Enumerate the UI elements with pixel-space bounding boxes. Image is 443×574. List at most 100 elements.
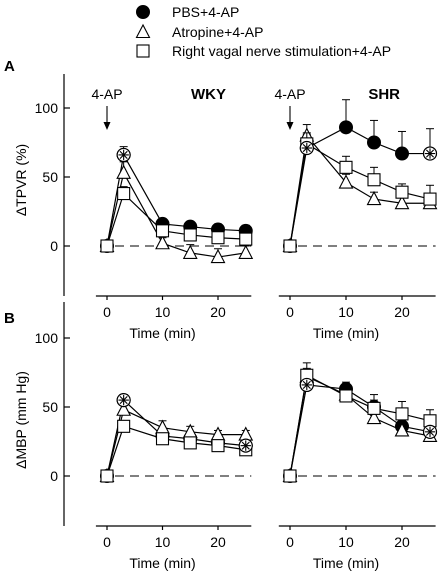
panel-a-shr-annotation-label: 4-AP <box>274 86 305 102</box>
vagal-legend-marker <box>136 44 150 58</box>
panel-a-wky-x-tick-label: 0 <box>103 304 111 320</box>
panel-b-shr-x-label: Time (min) <box>313 555 379 571</box>
panel-b-shr-vagal-point <box>395 407 409 421</box>
panel-a-shr-atropine-point <box>394 195 410 210</box>
panel-a-wky-vagal-point <box>100 239 114 253</box>
panel-a-wky-x-tick-label: 10 <box>155 304 171 320</box>
panel-a-shr-plot: 0 10 20 Time (min) SHR 4-AP <box>274 86 438 341</box>
panel-b-wky-vagal-point <box>155 432 170 446</box>
panel-b-shr-significance-star <box>422 424 438 439</box>
pbs-legend-marker <box>136 5 150 19</box>
panel-b-shr-vagal-point <box>367 401 381 415</box>
legend-item-vagal: Right vagal nerve stimulation+4-AP <box>136 43 391 59</box>
panel-b-wky-x-tick-label: 20 <box>210 534 226 550</box>
panel-a-wky-series-vagal <box>100 186 253 253</box>
panel-a-wky-vagal-point <box>183 228 197 242</box>
panel-b-shr-significance-star <box>299 377 314 393</box>
panel-a-wky-atropine-point <box>210 248 226 264</box>
panel-a-wky-annotation-arrow <box>103 106 111 130</box>
panel-a-shr-vagal-line <box>289 142 431 247</box>
panel-b-wky-x-tick-label: 10 <box>155 534 171 550</box>
panel-b-ylabel: ΔMBP (mm Hg) <box>13 371 29 469</box>
panel-b-wky-atropine-point <box>155 419 170 434</box>
panel-a-wky-vagal-point <box>155 224 170 238</box>
panel-b-wky-vagal-point <box>117 419 131 433</box>
panel-b-shr-vagal-point <box>339 389 353 403</box>
panel-b-wky-x-label: Time (min) <box>129 555 195 571</box>
panel-b-shr-series-pbs <box>283 376 437 483</box>
panel-a-wky-series-atropine <box>99 161 254 264</box>
panel-a-shr-pbs-point <box>395 146 409 161</box>
panel-b-wky-series-vagal <box>100 419 253 483</box>
panel-a-shr-significance-star <box>422 146 438 161</box>
legend: PBS+4-AP Atropine+4-AP Right vagal nerve s… <box>135 4 391 59</box>
panel-a-shr-pbs-point <box>367 135 381 150</box>
atropine-legend-marker <box>135 23 151 39</box>
panel-a-wky-x-label: Time (min) <box>129 325 195 341</box>
panel-b-wky-atropine-point <box>238 426 254 441</box>
legend-label-vagal: Right vagal nerve stimulation+4-AP <box>172 43 391 59</box>
panel-a-wky-atropine-point <box>116 164 132 179</box>
panel-a-wky-vagal-point <box>117 187 131 201</box>
panel-a-wky-annotation-label: 4-AP <box>91 86 122 102</box>
panel-a-shr-x-label: Time (min) <box>313 325 379 341</box>
panel-b-wky-vagal-line <box>106 425 246 477</box>
panel-a-shr-x-tick-label: 0 <box>286 304 294 320</box>
panel-a-shr-significance-star <box>299 140 314 156</box>
panel-a-shr-vagal-point <box>367 173 381 187</box>
panel-b-wky-atropine-point <box>116 401 132 416</box>
panel-b-shr-atropine-point <box>394 422 410 437</box>
panel-b-wky-x-tick-label: 0 <box>103 534 111 550</box>
panel-a-label: A <box>4 58 15 75</box>
panel-a-ylabel: ΔTPVR (%) <box>13 144 29 216</box>
panel-b-y-tick-label: 0 <box>50 468 58 484</box>
panel-b-shr-x-tick-label: 0 <box>286 534 294 550</box>
panel-a-wky-plot: 0 10 20 Time (min) WKY 4-AP <box>91 86 254 341</box>
panel-a-shr-vagal-point <box>283 239 297 253</box>
panel-b-y-axis: 0 50 100 <box>35 302 70 526</box>
panel-b-shr-atropine-point <box>366 409 382 425</box>
panel-b-shr-pbs-line <box>289 384 431 477</box>
panel-b-shr-series-vagal <box>283 362 437 483</box>
panel-a-wky-title: WKY <box>191 86 226 103</box>
panel-a-wky-atropine-point <box>155 235 170 250</box>
panel-a-wky-atropine-point <box>238 244 254 259</box>
panel-a-y-tick-label: 50 <box>42 169 58 185</box>
legend-label-atropine: Atropine+4-AP <box>172 24 263 40</box>
panel-b-shr-x-tick-label: 20 <box>394 534 410 550</box>
legend-item-atropine: Atropine+4-AP <box>135 23 263 40</box>
panel-b-shr-x-tick-label: 10 <box>338 534 354 550</box>
panel-b-wky-plot: 0 10 20 Time (min) <box>95 393 254 571</box>
panel-b-wky-significance-star <box>238 438 253 453</box>
panel-a-shr-series-pbs <box>283 99 437 253</box>
panel-b-wky-series-atropine <box>99 401 254 483</box>
panel-b-y-tick-label: 100 <box>35 330 59 346</box>
panel-a-shr-x-tick-label: 10 <box>338 304 354 320</box>
panel-b-shr-plot: 0 10 20 Time (min) <box>278 362 438 571</box>
panel-b-wky-vagal-point <box>100 469 114 483</box>
panel-a-shr-atropine-point <box>338 174 354 189</box>
panel-a-wky-vagal-line <box>106 192 246 247</box>
panel-a-wky-atropine-point <box>182 244 198 259</box>
panel-a-wky-vagal-point <box>239 232 253 246</box>
panel-a-shr-atropine-point <box>366 190 382 206</box>
panel-b-wky-vagal-point <box>183 436 197 450</box>
panel-a-shr-annotation-arrow <box>286 106 294 130</box>
panel-b-shr-vagal-point <box>283 469 297 483</box>
panel-b-y-tick-label: 50 <box>42 399 58 415</box>
panel-b-wky-vagal-point <box>211 439 225 453</box>
legend-item-pbs: PBS+4-AP <box>136 4 239 20</box>
panel-a-wky-atropine-line <box>106 171 246 258</box>
panel-a-shr-x-tick-label: 20 <box>394 304 410 320</box>
panel-a-shr-pbs-point <box>339 120 353 135</box>
panel-a-wky-significance-star <box>116 147 131 163</box>
panel-b-label: B <box>4 310 15 327</box>
legend-label-pbs: PBS+4-AP <box>172 4 239 20</box>
panel-a-wky-vagal-point <box>211 231 225 245</box>
panel-a-shr-vagal-point <box>339 160 353 174</box>
panel-a-y-axis: 0 50 100 <box>35 74 70 296</box>
panel-b-wky-significance-star <box>116 393 131 408</box>
panel-a-wky-x-tick-label: 20 <box>210 304 226 320</box>
